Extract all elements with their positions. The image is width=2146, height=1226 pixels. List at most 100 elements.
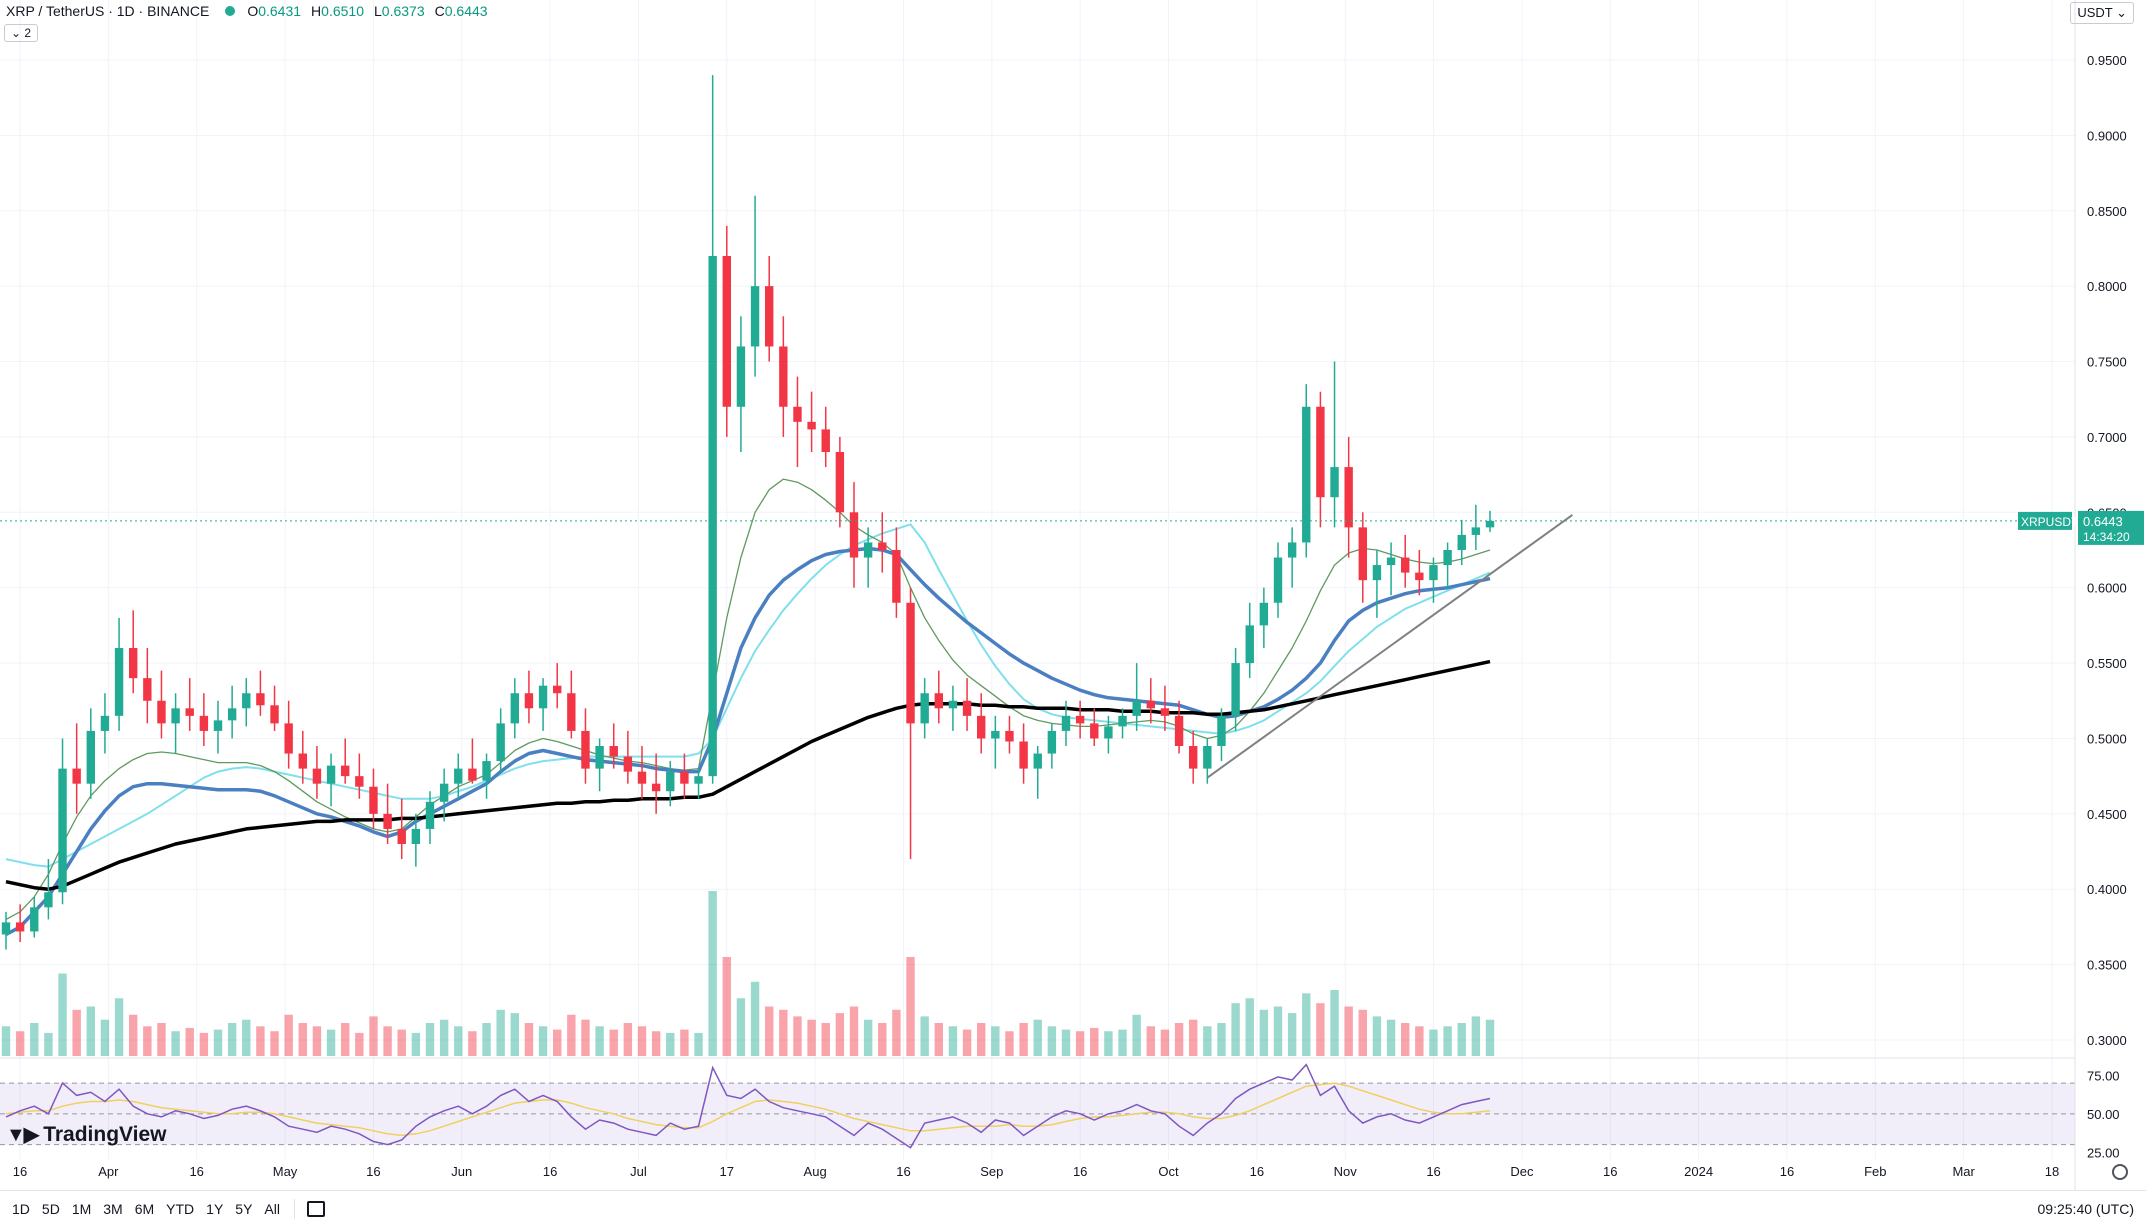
calendar-icon[interactable] [306,1200,325,1217]
volume-bar [581,1019,590,1056]
indicators-toggle[interactable]: ⌄ 2 [4,24,39,42]
price-tick-label: 0.9500 [2087,53,2127,68]
candle-body [227,708,237,721]
candle-body [1146,700,1155,709]
ohlc-low: L0.6373 [374,3,425,19]
ohlc-open: O0.6431 [247,3,302,19]
price-tick-label: 0.5000 [2087,731,2127,746]
candle-body [1429,565,1438,581]
time-tick-label: 16 [1250,1164,1264,1179]
candle-body [821,429,830,452]
price-tick-label: 0.8500 [2087,204,2127,219]
volume-bar [256,1026,265,1056]
volume-bar [694,1032,703,1056]
trendline [1206,514,1573,779]
cyan-moving-average-line [5,523,1491,868]
candle-body [1203,746,1212,769]
candle-body [1217,715,1226,746]
price-label-box [2078,510,2144,545]
range-5y[interactable]: 5Y [235,1200,253,1217]
range-5d[interactable]: 5D [41,1200,60,1217]
volume-bar [143,1026,152,1056]
candle-body [948,700,958,709]
range-1y[interactable]: 1Y [206,1200,224,1217]
volume-bar [213,1029,223,1056]
candle-body [44,892,53,908]
candle-body [72,768,81,784]
volume-bar [538,1026,548,1056]
volume-bar [1005,1031,1014,1056]
volume-bar [736,998,746,1056]
candle-body [835,452,845,513]
candle-body [722,256,731,407]
volume-bar [1344,1006,1353,1056]
candle-body [694,776,703,784]
volume-bar [722,957,731,1056]
time-tick-label: 16 [543,1164,557,1179]
candle-body [1104,726,1113,739]
volume-bar [1245,998,1254,1056]
candle-body [369,786,378,814]
candle-body [468,768,477,781]
volume-bar [1061,1029,1071,1056]
range-all[interactable]: All [264,1200,280,1217]
price-tick-label: 0.3500 [2087,958,2127,973]
volume-bar [637,1026,647,1056]
range-3m[interactable]: 3M [103,1200,123,1217]
volume-bar [1386,1019,1396,1056]
range-1m[interactable]: 1M [71,1200,92,1217]
candle-body [1033,753,1042,769]
settings-gear-icon[interactable] [2112,1164,2128,1180]
volume-bar [1443,1026,1452,1056]
volume-bar [821,1023,830,1056]
symbol-title[interactable]: XRP / TetherUS · 1D · BINANCE [6,3,210,19]
currency-selector[interactable]: USDT ⌄ [2070,2,2134,24]
volume-bar [750,981,760,1056]
candle-body [1302,406,1311,543]
candle-body [1231,663,1240,716]
candle-body [298,753,307,769]
volume-bar [1429,1029,1438,1056]
volume-bar [1316,1003,1325,1056]
candle-body [1316,406,1325,498]
symbol-label-box [2018,511,2072,530]
candle-body [383,813,392,829]
range-6m[interactable]: 6M [134,1200,155,1217]
volume-bar [595,1026,604,1056]
volume-bar [920,1016,929,1056]
candle-body [863,542,873,558]
volume-bar [242,1019,251,1056]
volume-bar [1189,1019,1198,1056]
black-moving-average-line [5,659,1491,891]
price-chart[interactable]: 75.00 50.00 25.00 0.9500 0.9000 0.8500 0.8000… [0,0,2146,1190]
candle-body [30,907,39,932]
volume-bar [425,1023,435,1056]
volume-bar [524,1023,534,1056]
candle-body [1245,625,1254,664]
time-tick-label: Dec [1510,1164,1534,1179]
price-tick-label: 0.4500 [2087,807,2127,822]
time-tick-label: Mar [1952,1164,1975,1179]
candle-body [567,693,576,731]
utc-clock[interactable]: 09:25:40 (UTC) [2037,1200,2134,1217]
range-ytd[interactable]: YTD [166,1200,195,1217]
volume-bar [863,1019,873,1056]
candle-body [1344,467,1353,528]
candle-body [129,648,138,679]
candle-body [977,715,986,739]
time-tick-label: May [273,1164,298,1179]
time-tick-label: Oct [1158,1164,1179,1179]
volume-bar [892,1009,901,1056]
time-tick-label: 16 [13,1164,27,1179]
range-1d[interactable]: 1D [12,1200,30,1217]
volume-bar [1090,1027,1099,1056]
volume-bar [86,1006,95,1056]
price-tick-label: 0.3000 [2087,1033,2127,1048]
candle-body [581,730,590,769]
price-tick-label: 0.6000 [2087,581,2127,596]
candle-body [595,746,604,769]
candle-body [1174,715,1184,746]
candle-body [341,765,350,777]
volume-bar [199,1032,209,1056]
symbol-label: XRPUSDT [2021,515,2079,529]
